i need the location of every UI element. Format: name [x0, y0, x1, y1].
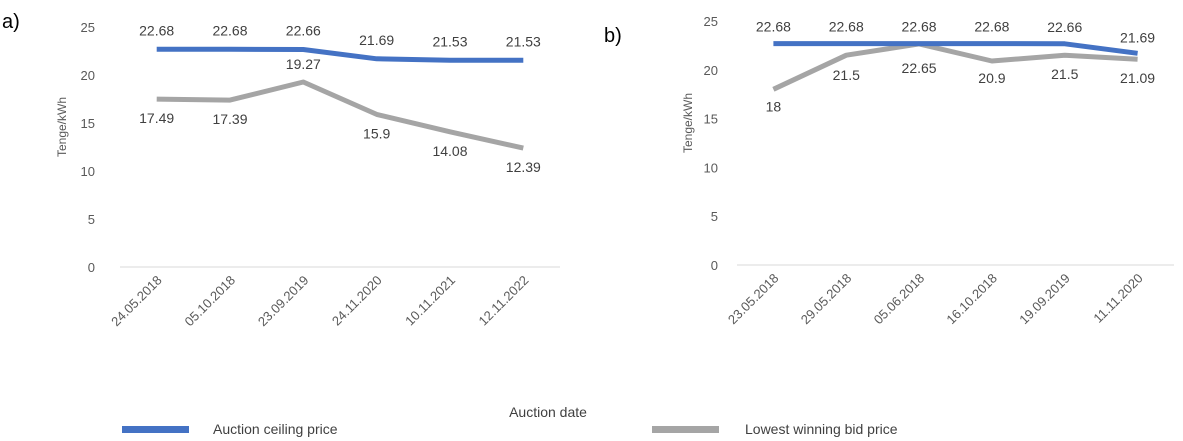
data-label-ceiling: 21.53: [506, 33, 541, 49]
series-line-ceiling: [773, 41, 1138, 56]
data-label-bid: 17.49: [139, 110, 174, 126]
legend-swatch-bid: [652, 426, 719, 433]
x-tick-label: 05.06.2018: [871, 271, 928, 328]
y-axis-label: Tenge/kWh: [55, 97, 69, 157]
chart-b: 0 5 10 15 20 25 Tenge/kWh 23.05.2018 29.05.2018 0…: [681, 14, 1174, 327]
data-label-ceiling: 21.53: [432, 33, 467, 49]
y-tick-label: 10: [81, 164, 95, 179]
x-tick-label: 12.11.2022: [476, 273, 532, 329]
x-tick-label: 29.05.2018: [798, 271, 855, 328]
x-tick-label: 24.11.2020: [329, 273, 385, 329]
x-tick-label: 10.11.2021: [402, 273, 458, 329]
legend-swatch-ceiling: [122, 426, 189, 433]
panel-label-a: a): [2, 11, 20, 33]
data-label-bid: 21.5: [833, 67, 860, 83]
data-label-bid: 12.39: [506, 159, 541, 175]
data-label-ceiling: 22.68: [212, 22, 247, 38]
data-label-ceiling: 22.68: [829, 19, 864, 35]
chart-a: 0 5 10 15 20 25 Tenge/kWh 24.05.2018 05.10.2018 2…: [55, 20, 560, 329]
data-label-ceiling: 21.69: [359, 32, 394, 48]
x-tick-label: 23.05.2018: [725, 271, 782, 328]
y-tick-label: 20: [81, 68, 95, 83]
legend-label-ceiling: Auction ceiling price: [213, 421, 338, 437]
legend-label-bid: Lowest winning bid price: [745, 421, 898, 437]
x-tick-label: 19.09.2019: [1016, 271, 1073, 328]
data-label-bid: 21.09: [1120, 70, 1155, 86]
data-label-bid: 14.08: [432, 143, 467, 159]
data-label-bid: 15.9: [363, 125, 390, 141]
data-label-bid: 19.27: [286, 56, 321, 72]
y-tick-label: 10: [704, 160, 718, 175]
y-tick-label: 5: [711, 209, 718, 224]
data-label-bid: 18: [766, 98, 782, 114]
data-label-bid: 20.9: [978, 70, 1005, 86]
y-tick-label: 20: [704, 63, 718, 78]
y-tick-label: 0: [711, 258, 718, 273]
y-tick-label: 15: [704, 112, 718, 127]
data-label-ceiling: 22.68: [974, 19, 1009, 35]
legend: Auction ceiling price Lowest winning bid…: [122, 421, 898, 437]
x-tick-label: 16.10.2018: [943, 271, 1000, 328]
data-label-ceiling: 21.69: [1120, 29, 1155, 45]
data-label-bid: 22.65: [902, 60, 937, 76]
x-tick-label: 24.05.2018: [108, 273, 165, 330]
data-label-bid: 17.39: [212, 111, 247, 127]
data-label-ceiling: 22.68: [902, 19, 937, 35]
x-tick-label: 05.10.2018: [181, 273, 238, 330]
y-axis-label: Tenge/kWh: [681, 93, 695, 153]
series-line-bid: [156, 79, 524, 151]
y-tick-label: 25: [704, 14, 718, 29]
data-label-bid: 21.5: [1051, 66, 1078, 82]
x-tick-label: 23.09.2019: [255, 273, 312, 330]
y-tick-label: 5: [88, 212, 95, 227]
data-label-ceiling: 22.66: [1047, 19, 1082, 35]
y-tick-label: 25: [81, 20, 95, 35]
series-line-ceiling: [156, 46, 524, 63]
data-label-ceiling: 22.68: [139, 22, 174, 38]
y-tick-label: 15: [81, 116, 95, 131]
series-line-bid: [772, 41, 1138, 92]
y-tick-label: 0: [88, 260, 95, 275]
data-label-ceiling: 22.66: [286, 22, 321, 38]
x-axis-title: Auction date: [509, 404, 587, 420]
panel-label-b: b): [604, 25, 622, 47]
x-tick-label: 11.11.2020: [1090, 271, 1145, 326]
data-label-ceiling: 22.68: [756, 19, 791, 35]
